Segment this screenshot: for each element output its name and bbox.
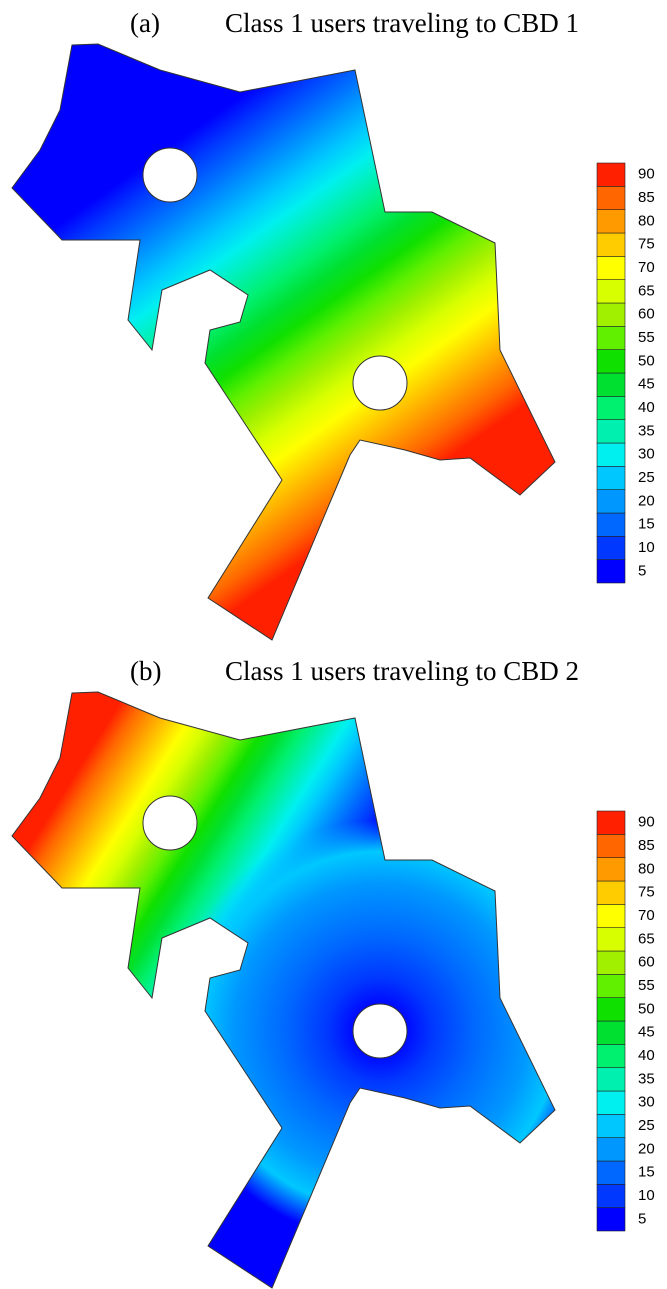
colorbar-box <box>596 186 626 210</box>
colorbar-box <box>596 489 626 514</box>
colorbar-label: 20 <box>638 1140 655 1157</box>
colorbar-label: 85 <box>638 189 655 206</box>
colorbar-label: 70 <box>638 907 655 924</box>
colorbar-label: 30 <box>638 446 655 463</box>
colorbar-box <box>596 512 626 537</box>
colorbar-box <box>596 904 626 928</box>
colorbar-label: 30 <box>638 1094 655 1111</box>
colorbar-label: 55 <box>638 329 655 346</box>
colorbar-label: 10 <box>638 539 655 556</box>
colorbar-label: 75 <box>638 884 655 901</box>
colorbar-box <box>596 232 626 257</box>
colorbar-label: 65 <box>638 282 655 299</box>
colorbar-label: 20 <box>638 492 655 509</box>
colorbar-label: 70 <box>638 259 655 276</box>
cbd-hole <box>142 147 198 203</box>
colorbar-label: 45 <box>638 1024 655 1041</box>
colorbar-box <box>596 997 626 1022</box>
colorbar-label: 5 <box>638 562 646 579</box>
colorbar-label: 85 <box>638 837 655 854</box>
colorbar-label: 50 <box>638 352 655 369</box>
colorbar-box <box>596 536 626 560</box>
colorbar-box <box>596 1090 626 1115</box>
colorbar-label: 15 <box>638 516 655 533</box>
colorbar-label: 90 <box>638 814 655 831</box>
colorbar-box <box>596 1114 626 1138</box>
contour-map <box>12 692 555 1288</box>
colorbar-label: 90 <box>638 166 655 183</box>
colorbar-box <box>596 974 626 998</box>
colorbar-box <box>596 1160 626 1185</box>
colorbar-box <box>596 1067 626 1092</box>
panel: (a) Class 1 users traveling to CBD 1 5 10 15… <box>11 8 655 641</box>
map-outline <box>11 691 556 1289</box>
colorbar-label: 5 <box>638 1210 646 1227</box>
colorbar-label: 50 <box>638 1000 655 1017</box>
colorbar-box <box>596 326 626 350</box>
colorbar-label: 15 <box>638 1164 655 1181</box>
colorbar-box <box>596 927 626 952</box>
colorbar-box <box>596 162 626 187</box>
cbd-hole <box>352 1003 408 1059</box>
colorbar-box <box>596 349 626 374</box>
colorbar-label: 25 <box>638 469 655 486</box>
colorbar-box <box>596 279 626 304</box>
colorbar-label: 25 <box>638 1117 655 1134</box>
colorbar-label: 10 <box>638 1187 655 1204</box>
colorbar-label: 40 <box>638 399 655 416</box>
colorbar-box <box>596 834 626 858</box>
colorbar-box <box>596 1137 626 1162</box>
contour-map <box>12 44 555 640</box>
colorbar-box <box>596 372 626 397</box>
map-outline <box>11 43 556 641</box>
colorbar-box <box>596 559 626 584</box>
colorbar-box <box>596 256 626 280</box>
panel-title: Class 1 users traveling to CBD 2 <box>225 656 579 686</box>
colorbar-label: 80 <box>638 860 655 877</box>
panel-title: Class 1 users traveling to CBD 1 <box>225 8 579 38</box>
colorbar-box <box>596 810 626 835</box>
colorbar-label: 35 <box>638 1070 655 1087</box>
cbd-hole <box>352 355 408 411</box>
colorbar-label: 80 <box>638 212 655 229</box>
panel: (b) Class 1 users traveling to CBD 2 5 10 15… <box>11 656 655 1289</box>
colorbar-label: 45 <box>638 376 655 393</box>
colorbar-box <box>596 1044 626 1068</box>
colorbar-label: 40 <box>638 1047 655 1064</box>
colorbar-label: 75 <box>638 236 655 253</box>
colorbar-box <box>596 302 626 327</box>
colorbar-box <box>596 442 626 467</box>
cbd-hole <box>142 795 198 851</box>
colorbar-box <box>596 1207 626 1232</box>
colorbar-box <box>596 1020 626 1045</box>
panel-label: (a) <box>130 8 160 38</box>
panel-label: (b) <box>130 656 161 686</box>
colorbar-box <box>596 857 626 882</box>
contour-fill <box>12 692 555 1288</box>
colorbar-label: 60 <box>638 306 655 323</box>
colorbar-box <box>596 209 626 234</box>
colorbar-box <box>596 1184 626 1208</box>
colorbar-box <box>596 466 626 490</box>
colorbar-box <box>596 396 626 420</box>
colorbar-box <box>596 950 626 975</box>
colorbar-label: 35 <box>638 422 655 439</box>
colorbar-label: 60 <box>638 954 655 971</box>
colorbar-label: 55 <box>638 977 655 994</box>
contour-fill <box>12 44 555 640</box>
colorbar-box <box>596 880 626 905</box>
colorbar-box <box>596 419 626 444</box>
colorbar-label: 65 <box>638 930 655 947</box>
